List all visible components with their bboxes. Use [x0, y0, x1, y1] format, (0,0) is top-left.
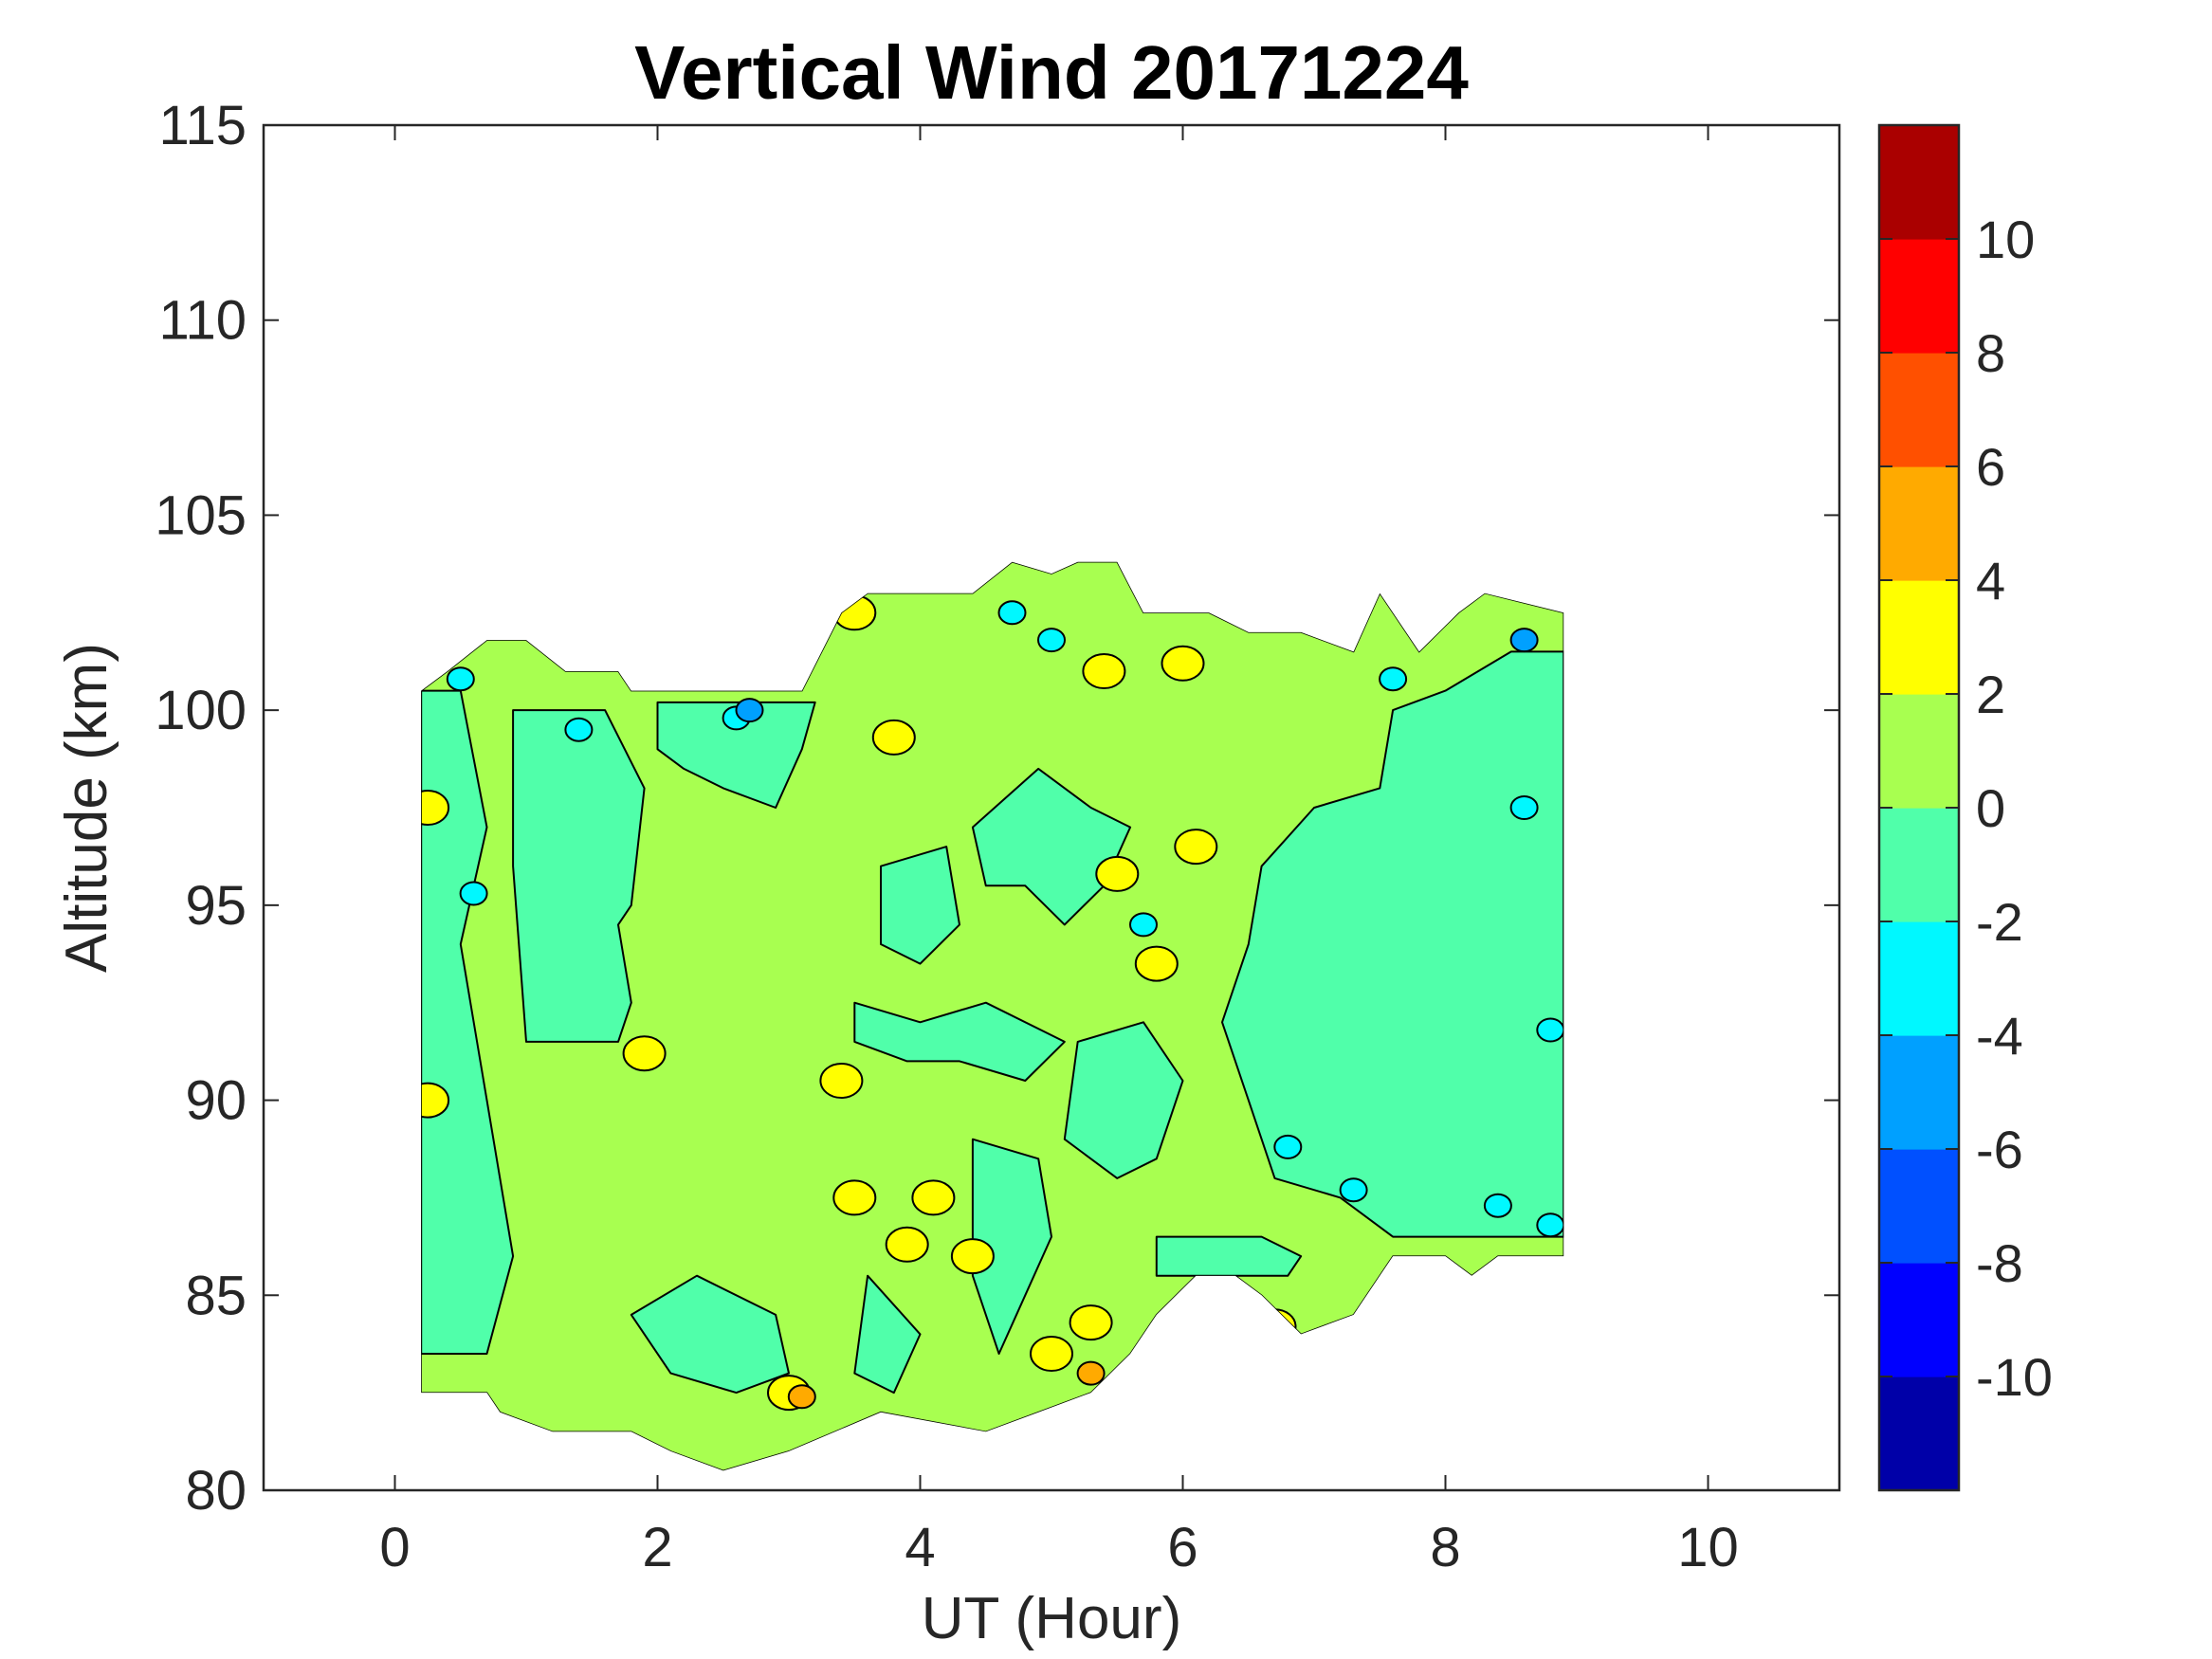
- contour-band: [421, 689, 515, 1355]
- contour-low-spot: [1536, 1017, 1564, 1043]
- colorbar-segment: [1879, 580, 1959, 695]
- contour-low-spot: [1339, 1177, 1368, 1203]
- contour-band: [1063, 1021, 1184, 1179]
- colorbar-segment: [1879, 239, 1959, 354]
- contour-high-spot: [1161, 645, 1205, 682]
- contour-high-spot: [871, 719, 916, 756]
- axes-box: [262, 123, 1841, 1492]
- contour-low-spot: [1273, 1134, 1303, 1159]
- colorbar-segment: [1879, 1376, 1959, 1491]
- contour-high-spot: [911, 1179, 956, 1216]
- colorbar: -10 -8 -6 -4 -2 0 2 4 6 8 10: [1877, 123, 2053, 1492]
- colorbar-segment: [1879, 1263, 1959, 1377]
- colorbar-tick-label: 4: [1976, 551, 2005, 611]
- contour-band: [880, 846, 960, 965]
- y-tick-label: 105: [155, 484, 247, 546]
- contour-high-spot: [819, 1063, 864, 1099]
- colorbar-tick-label: -4: [1976, 1006, 2023, 1066]
- contour-high-spot: [1069, 1304, 1113, 1341]
- x-axis-label: UT (Hour): [922, 1586, 1181, 1651]
- colorbar-tick-label: 0: [1976, 778, 2005, 838]
- contour-band: [656, 701, 816, 809]
- x-tick-label: 6: [1167, 1517, 1197, 1578]
- y-tick-label: 90: [185, 1070, 247, 1132]
- colorbar-segment: [1879, 694, 1959, 809]
- contour-band: [1155, 1235, 1303, 1277]
- colorbar-segment: [1879, 1149, 1959, 1264]
- colorbar-tick-label: -8: [1976, 1233, 2023, 1293]
- contour-high-spot: [885, 1226, 929, 1263]
- contour-band: [853, 1001, 1066, 1082]
- colorbar-tick-label: 2: [1976, 665, 2005, 724]
- y-tick-label: 80: [185, 1460, 247, 1522]
- contour-low-spot: [1536, 1212, 1564, 1238]
- x-tick-label: 4: [905, 1517, 935, 1578]
- data-region: [421, 561, 1564, 1471]
- colorbar-tick-label: -6: [1976, 1120, 2023, 1179]
- y-tick-label: 95: [185, 875, 247, 937]
- contour-high-spot: [787, 1384, 816, 1410]
- y-tick-label: 115: [159, 95, 247, 156]
- contour-high-spot: [1076, 1360, 1106, 1386]
- contour-band: [1221, 650, 1564, 1238]
- colorbar-segment: [1879, 125, 1959, 240]
- data-boundary: [421, 561, 1564, 1471]
- contour-high-spot: [1134, 945, 1179, 982]
- contour-low-spot: [459, 881, 488, 906]
- contour-low-spot: [446, 666, 475, 692]
- colorbar-segment: [1879, 808, 1959, 922]
- chart-title: Vertical Wind 20171224: [634, 30, 1469, 115]
- y-axis-label: Altitude (km): [54, 643, 119, 973]
- contour-low-spot: [1509, 795, 1539, 820]
- y-axis: 80 85 90 95 100 105 110 115: [155, 95, 1839, 1522]
- x-tick-label: 8: [1430, 1517, 1460, 1578]
- colorbar-segment: [1879, 466, 1959, 581]
- colorbar-tick-label: 6: [1976, 437, 2005, 497]
- x-tick-label: 10: [1677, 1517, 1739, 1578]
- contour-band: [630, 1274, 790, 1395]
- contour-low-spot: [1509, 628, 1539, 653]
- contour-low-spot: [1483, 1193, 1512, 1218]
- contour-high-spot: [1095, 855, 1140, 892]
- contour-band: [853, 1274, 922, 1395]
- y-tick-label: 85: [185, 1265, 247, 1326]
- contour-high-spot: [950, 1238, 995, 1275]
- contour-high-spot: [622, 1035, 667, 1072]
- contour-band: [971, 1138, 1052, 1355]
- colorbar-tick-label: -10: [1976, 1347, 2053, 1407]
- contour-low-spot: [735, 698, 764, 723]
- contour-high-spot: [1082, 653, 1126, 689]
- contour-high-spot: [421, 790, 450, 826]
- contour-high-spot: [1174, 829, 1218, 866]
- contour-low-spot: [997, 600, 1027, 626]
- contour-low-spot: [1379, 666, 1408, 692]
- colorbar-tick-label: -2: [1976, 892, 2023, 952]
- x-axis: 0 2 4 6 8 10: [379, 125, 1739, 1578]
- colorbar-segment: [1879, 353, 1959, 467]
- contour-high-spot: [421, 1082, 450, 1119]
- colorbar-segment: [1879, 921, 1959, 1036]
- colorbar-tick-label: 10: [1976, 210, 2035, 269]
- x-tick-label: 0: [379, 1517, 410, 1578]
- colorbar-segment: [1879, 1035, 1959, 1150]
- colorbar-tick-label: 8: [1976, 323, 2005, 383]
- contour-low-spot: [564, 717, 594, 742]
- contour-high-spot: [1030, 1336, 1073, 1372]
- contour-band: [512, 709, 646, 1043]
- contour-field: [421, 561, 1564, 1471]
- y-tick-label: 110: [159, 290, 247, 352]
- y-tick-label: 100: [155, 680, 247, 741]
- contour-high-spot: [832, 1179, 877, 1216]
- contour-low-spot: [1037, 628, 1066, 653]
- x-tick-label: 2: [642, 1517, 672, 1578]
- contour-low-spot: [1129, 912, 1158, 938]
